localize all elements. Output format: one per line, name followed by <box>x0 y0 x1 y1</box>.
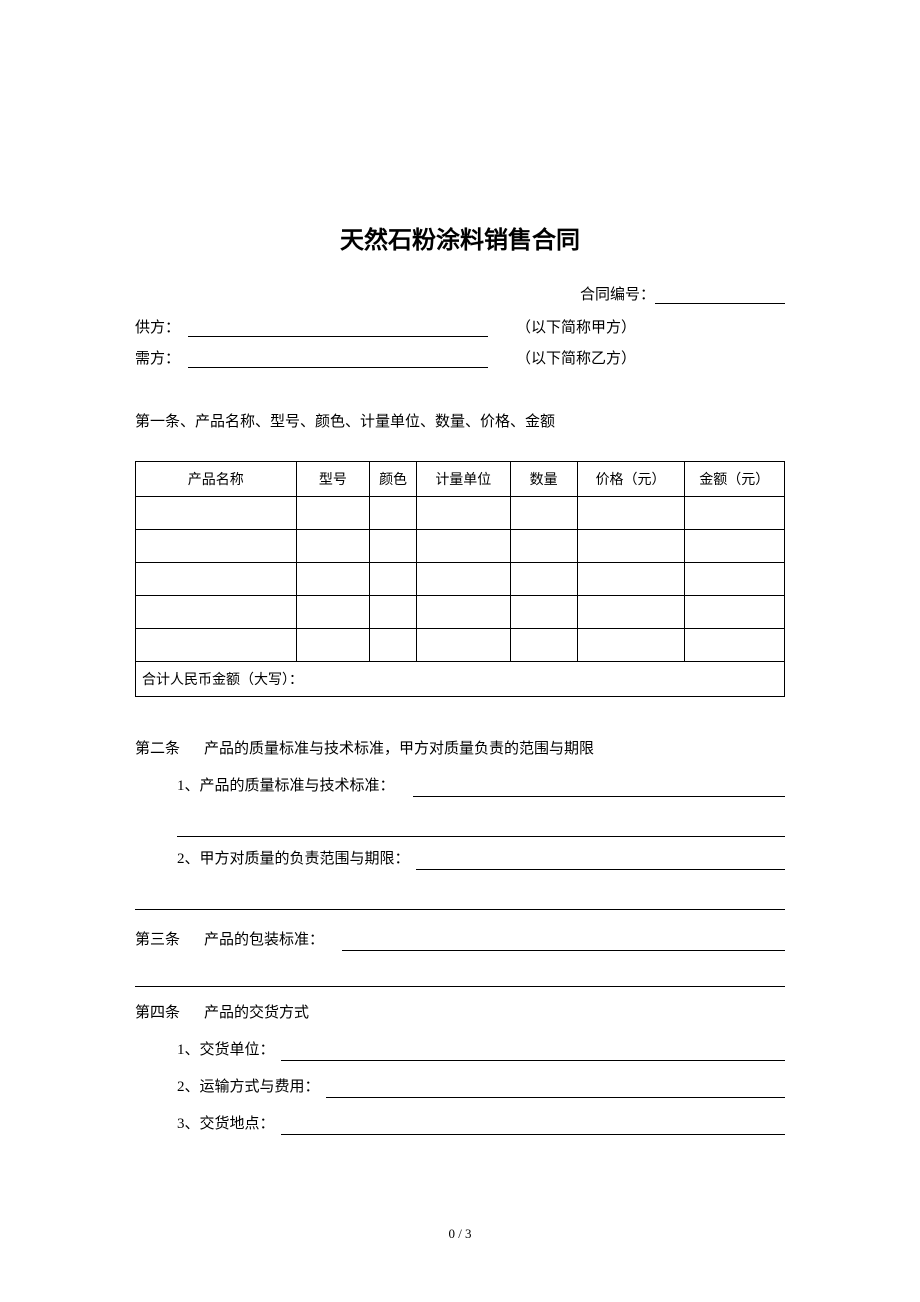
document-page: 天然石粉涂料销售合同 合同编号： 供方： （以下简称甲方） 需方： （以下简称乙… <box>0 0 920 1141</box>
article3-field[interactable] <box>342 933 785 951</box>
contract-number-field[interactable] <box>655 286 785 304</box>
article3-row: 第三条产品的包装标准： <box>135 924 785 957</box>
article2-heading: 第二条 产品的质量标准与技术标准，甲方对质量负责的范围与期限 <box>135 733 785 766</box>
page-number: 0 / 3 <box>0 1226 920 1242</box>
article2-item1: 1、产品的质量标准与技术标准： <box>135 770 785 803</box>
col-color: 颜色 <box>370 462 417 497</box>
article4-item2-label: 2、运输方式与费用： <box>177 1071 320 1104</box>
table-total-row: 合计人民币金额（大写）： <box>136 662 785 697</box>
article2: 第二条 产品的质量标准与技术标准，甲方对质量负责的范围与期限 1、产品的质量标准与… <box>135 733 785 910</box>
article2-item2: 2、甲方对质量的负责范围与期限： <box>135 843 785 876</box>
article2-item1-field[interactable] <box>413 779 785 797</box>
article2-text: 产品的质量标准与技术标准，甲方对质量负责的范围与期限 <box>204 741 594 757</box>
table-row <box>136 530 785 563</box>
total-label: 合计人民币金额（大写）： <box>136 662 785 697</box>
supplier-suffix: （以下简称甲方） <box>516 316 636 337</box>
article4-item1-field[interactable] <box>281 1043 785 1061</box>
article3-prefix: 第三条 <box>135 924 180 957</box>
buyer-label: 需方： <box>135 347 180 368</box>
table-row <box>136 497 785 530</box>
article2-item2-line2[interactable] <box>135 880 785 910</box>
article1-heading: 第一条、产品名称、型号、颜色、计量单位、数量、价格、金额 <box>135 410 785 431</box>
article4: 第四条 产品的交货方式 1、交货单位： 2、运输方式与费用： 3、交货地点： <box>135 997 785 1141</box>
table-header-row: 产品名称 型号 颜色 计量单位 数量 价格（元） 金额（元） <box>136 462 785 497</box>
contract-number-row: 合同编号： <box>135 283 785 304</box>
col-product-name: 产品名称 <box>136 462 297 497</box>
col-unit: 计量单位 <box>416 462 510 497</box>
article4-heading: 第四条 产品的交货方式 <box>135 997 785 1030</box>
buyer-field[interactable] <box>188 350 488 368</box>
col-model: 型号 <box>296 462 370 497</box>
table-row <box>136 629 785 662</box>
article4-prefix: 第四条 <box>135 1005 180 1021</box>
article4-item3: 3、交货地点： <box>135 1108 785 1141</box>
col-quantity: 数量 <box>510 462 577 497</box>
article4-item2: 2、运输方式与费用： <box>135 1071 785 1104</box>
buyer-suffix: （以下简称乙方） <box>516 347 636 368</box>
article3: 第三条产品的包装标准： <box>135 924 785 987</box>
article2-item2-field[interactable] <box>416 852 785 870</box>
supplier-label: 供方： <box>135 316 180 337</box>
product-table: 产品名称 型号 颜色 计量单位 数量 价格（元） 金额（元） 合计人民币金额（大… <box>135 461 785 697</box>
article3-text: 产品的包装标准： <box>204 924 324 957</box>
table-row <box>136 563 785 596</box>
article4-item1-label: 1、交货单位： <box>177 1034 275 1067</box>
col-price: 价格（元） <box>577 462 684 497</box>
article2-item2-label: 2、甲方对质量的负责范围与期限： <box>177 843 410 876</box>
col-amount: 金额（元） <box>684 462 784 497</box>
article2-item1-line2[interactable] <box>177 807 785 837</box>
article2-item1-label: 1、产品的质量标准与技术标准： <box>177 770 395 803</box>
table-row <box>136 596 785 629</box>
article4-item2-field[interactable] <box>326 1080 785 1098</box>
article2-prefix: 第二条 <box>135 741 180 757</box>
article4-item1: 1、交货单位： <box>135 1034 785 1067</box>
article3-line2[interactable] <box>135 957 785 987</box>
buyer-row: 需方： （以下简称乙方） <box>135 347 785 368</box>
article4-text: 产品的交货方式 <box>204 1005 309 1021</box>
document-title: 天然石粉涂料销售合同 <box>135 220 785 255</box>
contract-number-label: 合同编号： <box>580 287 655 303</box>
supplier-row: 供方： （以下简称甲方） <box>135 316 785 337</box>
article4-item3-field[interactable] <box>281 1117 785 1135</box>
supplier-field[interactable] <box>188 319 488 337</box>
article4-item3-label: 3、交货地点： <box>177 1108 275 1141</box>
